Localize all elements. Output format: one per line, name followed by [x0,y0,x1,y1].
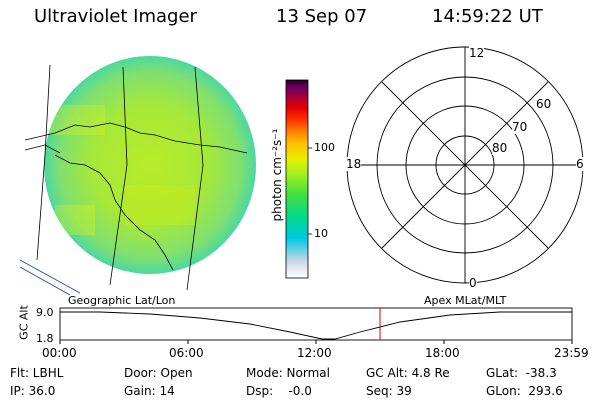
coastline-south [54,154,174,271]
geographic-image [19,56,256,296]
colorbar-unit-label: photon cm⁻²s⁻¹ [270,128,284,222]
timeline-y-tick-bottom: 1.8 [36,332,54,345]
timeline-y-label: GC Alt [17,305,31,340]
status-gc-alt: GC Alt: 4.8 Re [366,366,450,380]
polar-plot [346,46,584,284]
time-label: 14:59:22 UT [432,6,543,27]
colorbar [285,79,312,279]
timeline-plot [59,307,573,344]
timeline-x-tick-0000: 00:00 [42,346,77,360]
timeline-x-tick-1800: 18:00 [425,346,460,360]
polar-lat-70: 70 [512,120,528,134]
earth-disk [44,56,256,274]
polar-label-18: 18 [346,157,362,171]
meridian-line [36,64,51,261]
colorbar-tick-100: 100 [314,141,335,154]
polar-label-6: 6 [576,157,584,171]
coastline [24,122,248,154]
timeline-right-caption: Apex MLat/MLT [424,294,507,307]
status-glon: GLon: 293.6 [486,384,563,398]
status-dsp: Dsp: -0.0 [246,384,312,398]
status-mode: Mode: Normal [246,366,330,380]
polar-label-12: 12 [469,46,485,60]
timeline-x-tick-1200: 12:00 [297,346,332,360]
altitude-curve [60,311,572,340]
timeline-x-tick-2359: 23:59 [554,346,589,360]
status-door: Door: Open [124,366,193,380]
polar-label-0: 0 [469,276,477,290]
date-label: 13 Sep 07 [276,6,368,27]
timeline-y-tick-top: 9.0 [36,306,54,319]
status-gain: Gain: 14 [124,384,175,398]
status-ip: IP: 36.0 [10,384,56,398]
meridian-line [186,66,204,291]
status-filter: Flt: LBHL [10,366,64,380]
colorbar-tick-10: 10 [314,227,328,240]
timeline-x-tick-0600: 06:00 [169,346,204,360]
instrument-title: Ultraviolet Imager [34,6,197,27]
meridian-line [109,66,128,286]
polar-lat-80: 80 [492,141,508,155]
polar-lat-60: 60 [536,97,552,111]
status-glat: GLat: -38.3 [486,366,557,380]
status-seq: Seq: 39 [366,384,412,398]
timeline-left-caption: Geographic Lat/Lon [68,294,176,307]
